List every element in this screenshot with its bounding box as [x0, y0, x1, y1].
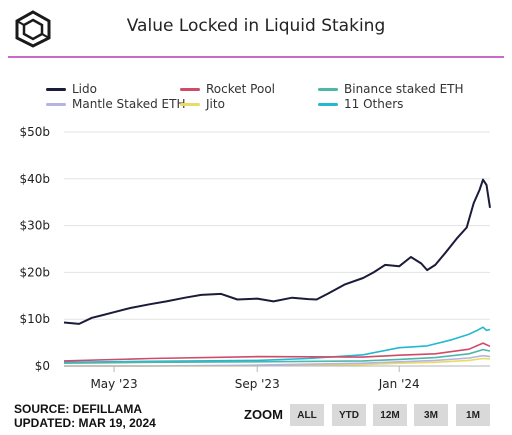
y-tick-label: $30b: [19, 219, 50, 233]
title-divider: [8, 56, 504, 58]
legend-item-binance-staked-eth[interactable]: Binance staked ETH: [318, 82, 464, 96]
legend-swatch: [46, 87, 66, 91]
y-tick-label: $50b: [19, 125, 50, 139]
y-tick-label: $0: [35, 359, 50, 373]
x-tick-label: Sep '23: [235, 377, 280, 391]
series-line-lido: [63, 178, 491, 325]
x-tick-label: Jan '24: [378, 377, 420, 391]
series-line-11-others: [63, 326, 491, 364]
y-tick-label: $40b: [19, 172, 50, 186]
source-text: SOURCE: DEFILLAMA: [14, 402, 142, 416]
legend-swatch: [180, 87, 200, 91]
zoom-3m-button[interactable]: 3M: [414, 404, 448, 426]
legend-label: Rocket Pool: [206, 82, 275, 96]
legend-item-rocket-pool[interactable]: Rocket Pool: [180, 82, 275, 96]
zoom-all-button[interactable]: ALL: [290, 404, 324, 426]
zoom-12m-button[interactable]: 12M: [373, 404, 407, 426]
footer-source: SOURCE: DEFILLAMA UPDATED: MAR 19, 2024: [14, 402, 156, 430]
legend-swatch: [318, 87, 338, 91]
liquid-staking-chart: $0 $10b $20b $30b $40b $50b May '23 Sep '23 Jan…: [19, 125, 491, 391]
zoom-ytd-button[interactable]: YTD: [332, 404, 366, 426]
zoom-1m-button[interactable]: 1M: [456, 404, 490, 426]
x-tick-label: May '23: [90, 377, 137, 391]
legend-swatch: [46, 102, 66, 106]
x-axis-ticks: May '23 Sep '23 Jan '24: [64, 365, 490, 391]
legend-item-jito[interactable]: Jito: [180, 97, 225, 111]
legend-item-11-others[interactable]: 11 Others: [318, 97, 403, 111]
legend-item-mantle-staked-eth[interactable]: Mantle Staked ETH: [46, 97, 186, 111]
legend-label: Binance staked ETH: [344, 82, 464, 96]
y-axis-ticks: $0 $10b $20b $30b $40b $50b: [19, 125, 50, 373]
y-tick-label: $10b: [19, 312, 50, 326]
legend-item-lido[interactable]: Lido: [46, 82, 97, 96]
legend-label: Lido: [72, 82, 97, 96]
y-tick-label: $20b: [19, 265, 50, 279]
series-line-rocket-pool: [63, 342, 491, 362]
legend-label: 11 Others: [344, 97, 404, 111]
legend-swatch: [318, 102, 338, 106]
defillama-logo-icon: [15, 10, 51, 48]
updated-text: UPDATED: MAR 19, 2024: [14, 416, 156, 430]
legend-label: Mantle Staked ETH: [72, 97, 186, 111]
grid-lines: [64, 131, 490, 367]
legend-label: Jito: [206, 97, 225, 111]
zoom-label: ZOOM: [244, 407, 283, 422]
series-line-binance-staked-eth: [63, 348, 491, 364]
page-title: Value Locked in Liquid Staking: [126, 16, 386, 36]
legend-swatch: [180, 102, 200, 106]
